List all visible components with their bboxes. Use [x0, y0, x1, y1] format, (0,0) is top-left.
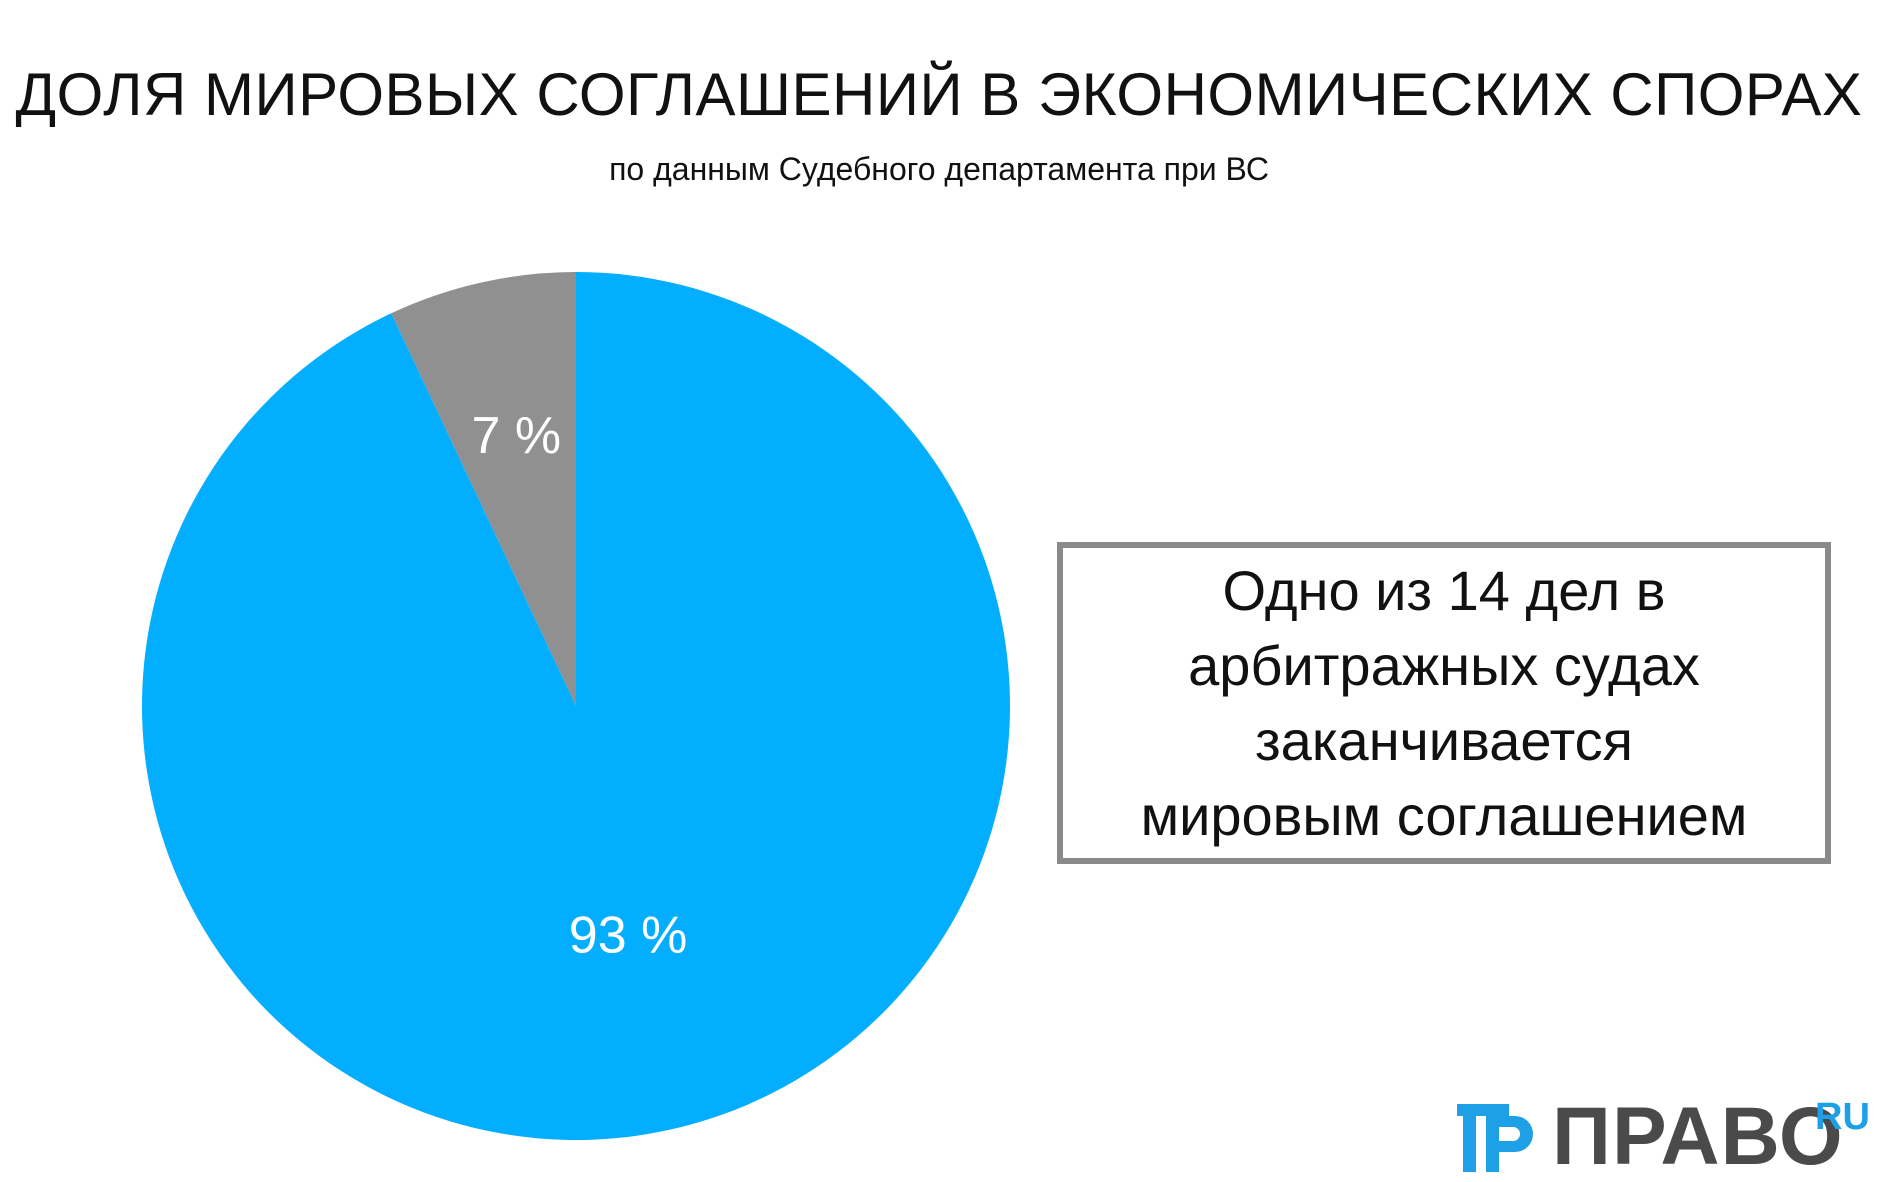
pravo-logo-icon: [1457, 1104, 1533, 1172]
pie-slices: [141, 272, 1011, 1140]
callout-text: Одно из 14 дел в арбитражных судах закан…: [1141, 553, 1748, 853]
chart-title: ДОЛЯ МИРОВЫХ СОГЛАШЕНИЙ В ЭКОНОМИЧЕСКИХ …: [15, 61, 1863, 128]
pie-slice-label: 7 %: [472, 407, 562, 465]
logo-wordmark: ПРАВО: [1552, 1091, 1844, 1182]
callout-line: Одно из 14 дел в: [1222, 559, 1666, 622]
callout-line: заканчивается: [1255, 709, 1633, 772]
pravo-ru-logo: ПРАВО RU: [1455, 1091, 1875, 1182]
summary-callout: Одно из 14 дел в арбитражных судах закан…: [1057, 542, 1831, 864]
callout-line: арбитражных судах: [1188, 634, 1700, 697]
logo-suffix: RU: [1815, 1096, 1870, 1138]
chart-subtitle: по данным Судебного департамента при ВС: [609, 151, 1269, 187]
pie-slice: [391, 272, 576, 706]
pie-slice-label: 93 %: [569, 907, 688, 965]
pie-slice: [141, 272, 1011, 1140]
pie-labels: 7 % 93 %: [472, 407, 688, 965]
callout-line: мировым соглашением: [1140, 784, 1748, 847]
